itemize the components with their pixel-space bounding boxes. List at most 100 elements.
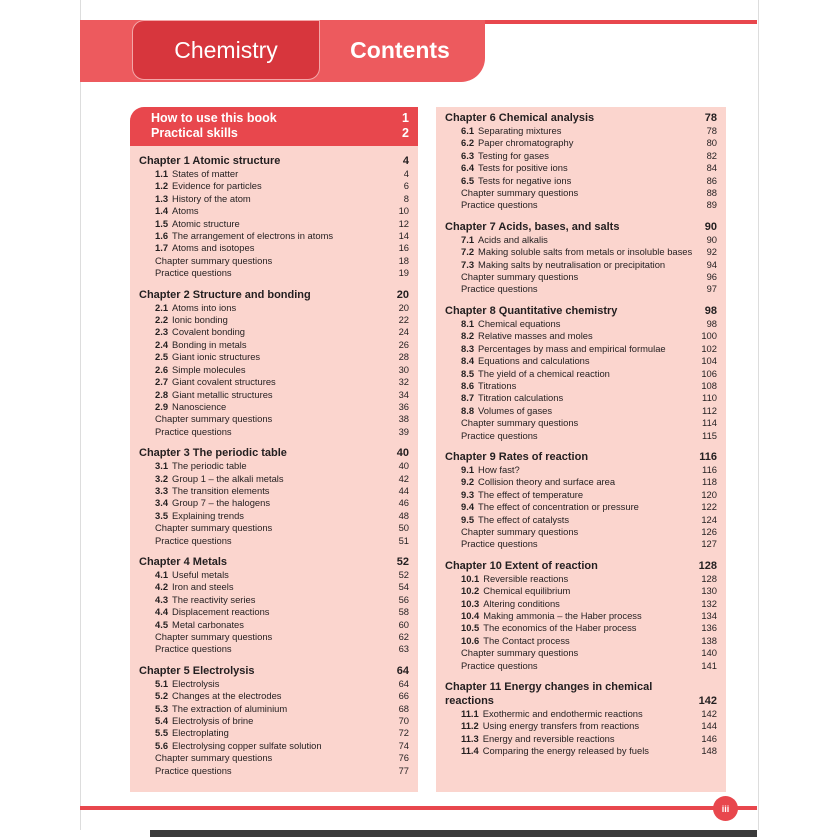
section-title: Testing for gases [478,149,549,161]
toc-entry: Practice questions 39 [130,426,418,438]
toc-entry: 1.6 The arrangement of electrons in atoms… [130,230,418,242]
section-page: 34 [398,388,409,400]
section-title: Atomic structure [172,217,240,229]
section-number: 9.3 [461,488,475,500]
section-number: 2.2 [155,314,169,326]
section-title: Practice questions [155,643,232,655]
section-page: 51 [398,534,409,546]
section-title: Group 1 – the alkali metals [172,472,284,484]
section-number: 6.2 [461,137,475,149]
toc-entry: Practice questions 51 [130,535,418,547]
section-number: 1.1 [155,168,169,179]
section-number: 5.5 [155,727,169,739]
section-page: 64 [398,677,409,689]
toc-entry: 2.4 Bonding in metals 26 [130,339,418,351]
section-number: 7.1 [461,233,475,245]
toc-entry: 9.1 How fast? 116 [436,464,726,476]
toc-column: How to use this book 1 Practical skills 2 C… [130,107,418,792]
chapter-title: Chapter 6 Chemical analysis [445,112,595,124]
section-title: Practice questions [155,534,232,546]
section-title: Simple molecules [172,363,246,375]
section-page: 94 [706,258,717,270]
toc-entry: 4.4 Displacement reactions 58 [130,606,418,618]
section-title: Group 7 – the halogens [172,497,271,509]
section-number: 1.4 [155,205,169,217]
section-title: Exothermic and endothermic reactions [482,708,643,720]
section-page: 112 [702,404,717,416]
toc-entry: 6.5 Tests for negative ions 86 [436,175,726,187]
chapter-title: Chapter 11 Energy changes in chemical re… [445,681,653,708]
section-page: 14 [398,230,409,242]
toc-entry: 8.6 Titrations 108 [436,380,726,392]
chapter-heading: Chapter 11 Energy changes in chemical re… [436,680,726,708]
section-page: 50 [398,522,409,534]
section-title: Chapter summary questions [461,525,579,537]
section-page: 84 [706,162,717,174]
toc-entry: Practice questions 97 [436,283,726,295]
section-page: 4 [403,168,409,179]
section-title: Using energy transfers from reactions [482,720,640,732]
chapter-page: 78 [704,112,717,124]
section-title: Electrolysis of brine [172,715,254,727]
section-number: 9.5 [461,513,475,525]
section-page: 141 [701,659,717,671]
section-page: 24 [398,326,409,338]
section-number: 6.5 [461,174,475,186]
section-page: 6 [403,180,409,192]
section-page: 70 [398,715,409,727]
toc-entry: 6.2 Paper chromatography 80 [436,137,726,149]
section-title: The reactivity series [172,593,256,605]
toc-entry: 1.3 History of the atom 8 [130,193,418,205]
section-number: 2.5 [155,351,169,363]
section-number: 1.5 [155,217,169,229]
section-title: The effect of temperature [478,488,584,500]
section-title: Percentages by mass and empirical formul… [478,342,666,354]
section-number: 9.4 [461,501,475,513]
chapter-heading: Chapter 7 Acids, bases, and salts 90 [436,220,726,234]
chapter-page: 40 [396,447,409,460]
section-title: Atoms into ions [172,301,237,313]
section-page: 92 [706,246,717,258]
toc-entry: 5.5 Electroplating 72 [130,727,418,739]
toc-entry: 4.3 The reactivity series 56 [130,594,418,606]
section-title: Practice questions [461,538,538,550]
section-number: 11.1 [461,708,479,720]
section-title: Chemical equations [478,317,561,329]
section-title: Chapter summary questions [155,631,273,642]
section-number: 2.1 [155,301,169,313]
chapter-title: Chapter 9 Rates of reaction [445,450,589,463]
toc-entry: 7.1 Acids and alkalis 90 [436,234,726,246]
section-number: 11.3 [461,732,479,744]
section-number: 8.7 [461,392,475,404]
chapter: Chapter 7 Acids, bases, and salts 90 7.1 Ac… [436,220,726,296]
section-number: 2.3 [155,326,169,338]
section-page: 89 [706,199,717,211]
section-page: 80 [706,137,717,149]
toc-entry: 6.3 Testing for gases 82 [436,150,726,162]
section-number: 6.1 [461,125,475,136]
section-page: 66 [398,690,409,702]
section-page: 72 [398,727,409,739]
section-page: 108 [701,379,717,391]
toc-entry: 11.4 Comparing the energy released by fue… [436,745,726,757]
toc-entry: Practice questions 127 [436,538,726,550]
toc-entry: 1.5 Atomic structure 12 [130,218,418,230]
chapter: Chapter 2 Structure and bonding 20 2.1 Atom… [130,288,418,438]
section-title: Ionic bonding [172,314,228,326]
section-title: Chapter summary questions [155,752,273,764]
intro-entry: How to use this book 1 [151,111,409,126]
section-page: 114 [702,417,717,429]
section-title: Collision theory and surface area [478,476,616,488]
section-number: 3.2 [155,472,169,484]
toc-entry: 10.1 Reversible reactions 128 [436,573,726,585]
section-page: 106 [701,367,717,379]
toc-entry: 4.5 Metal carbonates 60 [130,619,418,631]
section-page: 60 [398,618,409,630]
section-title: Making soluble salts from metals or inso… [478,246,693,258]
section-number: 3.1 [155,460,169,472]
section-page: 140 [701,647,717,659]
section-title: Changes at the electrodes [172,690,282,702]
section-title: States of matter [172,168,239,179]
toc-entry: Practice questions 77 [130,765,418,777]
